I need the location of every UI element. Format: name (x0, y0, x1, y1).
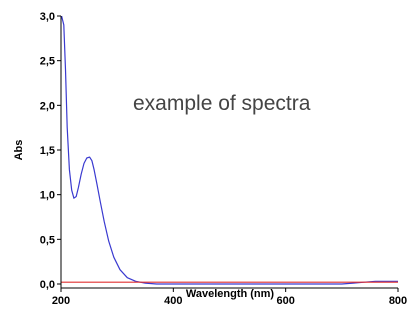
y-tick-label: 0,5 (40, 234, 55, 246)
plot-lines (61, 15, 398, 285)
y-ticks: 0,0 0,5 1,0 1,5 2,0 2,5 3,0 (40, 11, 61, 291)
x-tick-label: 400 (164, 295, 182, 307)
spectrum-line (61, 15, 398, 285)
x-tick-label: 200 (52, 295, 70, 307)
chart-annotation: example of spectra (133, 92, 311, 115)
y-tick-label: 3,0 (40, 11, 55, 23)
y-tick-label: 1,0 (40, 190, 55, 202)
y-tick-label: 0,0 (40, 279, 55, 291)
y-tick-label: 1,5 (40, 145, 55, 157)
x-tick-label: 600 (276, 295, 294, 307)
y-axis-title: Abs (13, 140, 25, 161)
x-ticks: 200 400 600 800 (52, 288, 407, 307)
x-tick-label: 800 (389, 295, 407, 307)
y-tick-label: 2,0 (40, 100, 55, 112)
x-axis-title: Wavelength (nm) (186, 288, 275, 300)
y-tick-label: 2,5 (40, 56, 55, 68)
